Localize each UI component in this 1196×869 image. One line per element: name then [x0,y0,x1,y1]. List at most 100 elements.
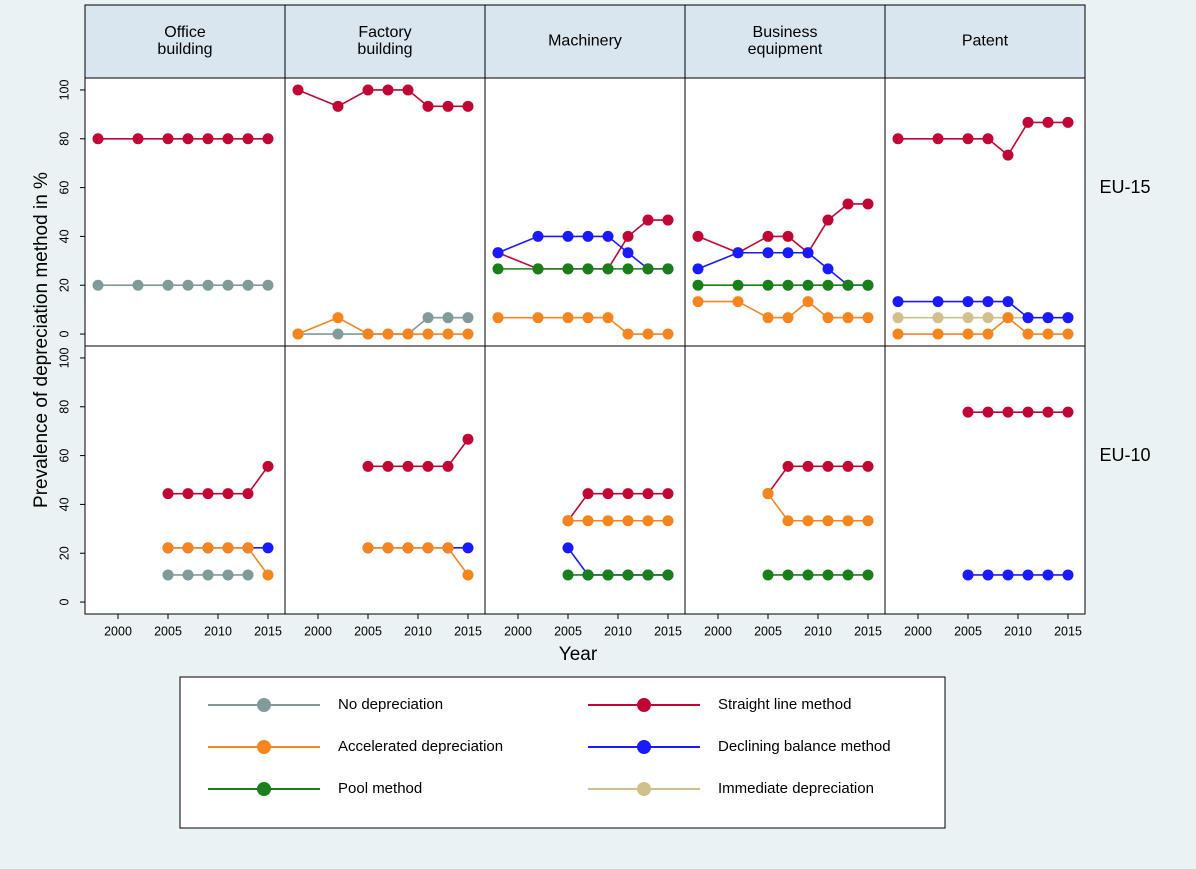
series-marker [582,263,594,275]
series-marker [1042,312,1054,324]
x-tick-label: 2010 [204,624,232,638]
series-marker [262,542,274,554]
series-marker [962,406,974,418]
series-marker [222,488,234,500]
series-marker [842,198,854,210]
series-marker [662,214,674,226]
series-marker [732,247,744,259]
panel [84,77,286,347]
series-marker [822,460,834,472]
series-marker [422,460,434,472]
series-marker [982,569,994,581]
series-marker [662,328,674,340]
series-marker [932,312,944,324]
x-tick-label: 2005 [754,624,782,638]
series-marker [842,279,854,291]
series-marker [222,279,234,291]
series-marker [892,133,904,145]
panel [684,345,886,615]
series-marker [782,279,794,291]
series-marker [262,569,274,581]
series-marker [1002,149,1014,161]
series-marker [982,296,994,308]
series-marker [132,279,144,291]
series-marker [782,312,794,324]
series-marker [642,263,654,275]
series-marker [762,247,774,259]
x-tick-label: 2000 [704,624,732,638]
series-marker [662,488,674,500]
y-tick-label: 40 [57,497,71,511]
series-marker [1022,569,1034,581]
series-marker [202,488,214,500]
series-marker [562,312,574,324]
series-marker [402,328,414,340]
series-marker [582,312,594,324]
series-marker [382,460,394,472]
series-marker [532,312,544,324]
series-marker [492,247,504,259]
series-marker [892,296,904,308]
series-marker [1062,328,1074,340]
series-marker [562,542,574,554]
series-marker [182,569,194,581]
series-marker [622,569,634,581]
legend-marker [637,698,651,712]
series-marker [442,100,454,112]
legend-marker [637,740,651,754]
series-marker [222,133,234,145]
series-marker [642,569,654,581]
series-marker [1062,569,1074,581]
series-marker [602,569,614,581]
series-marker [332,100,344,112]
series-marker [802,569,814,581]
series-marker [802,279,814,291]
y-tick-label: 100 [57,347,71,368]
series-marker [862,279,874,291]
x-tick-label: 2010 [404,624,432,638]
series-marker [1002,406,1014,418]
x-tick-label: 2000 [104,624,132,638]
series-marker [182,279,194,291]
x-tick-label: 2005 [554,624,582,638]
series-marker [1022,328,1034,340]
series-marker [782,515,794,527]
series-marker [492,312,504,324]
y-tick-label: 100 [57,79,71,100]
series-marker [132,133,144,145]
series-marker [362,542,374,554]
series-marker [532,230,544,242]
series-marker [762,488,774,500]
series-marker [862,569,874,581]
series-marker [222,542,234,554]
strip [484,4,686,79]
series-marker [842,569,854,581]
series-marker [782,247,794,259]
series-marker [92,133,104,145]
series-marker [262,133,274,145]
y-tick-label: 60 [57,449,71,463]
series-marker [422,542,434,554]
series-marker [622,263,634,275]
series-marker [862,515,874,527]
series-marker [462,312,474,324]
column-label: Office [164,24,206,41]
series-marker [762,279,774,291]
series-marker [822,214,834,226]
series-marker [562,569,574,581]
series-marker [842,312,854,324]
series-marker [162,569,174,581]
y-tick-label: 20 [57,546,71,560]
series-marker [1022,312,1034,324]
series-marker [402,542,414,554]
x-tick-label: 2000 [504,624,532,638]
legend-box [179,676,946,829]
series-marker [692,263,704,275]
series-marker [442,542,454,554]
series-marker [692,279,704,291]
series-marker [862,312,874,324]
x-tick-label: 2015 [854,624,882,638]
series-marker [162,542,174,554]
